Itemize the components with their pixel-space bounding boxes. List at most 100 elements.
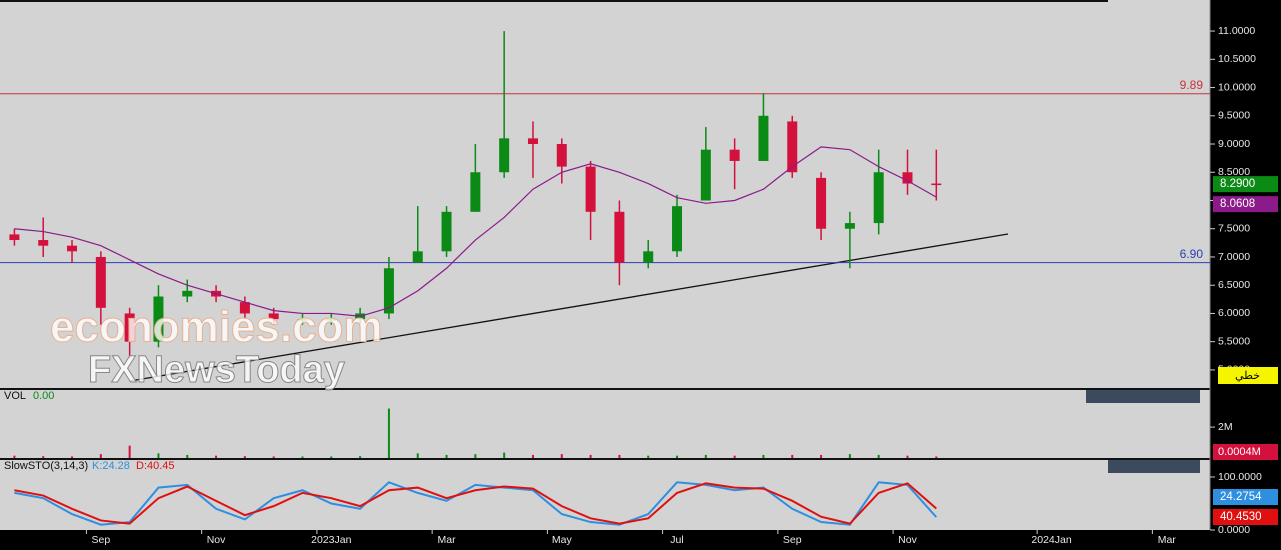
volume-box-label: 0.0004M [1218, 446, 1261, 458]
volume-bar [676, 455, 679, 458]
x-tick-label: Sep [91, 534, 110, 546]
volume-bar [243, 456, 246, 458]
moving-average [14, 146, 937, 317]
volume-bar [99, 454, 102, 458]
y-tick-label: 9.5000 [1218, 110, 1250, 122]
tool-bar [1086, 390, 1200, 403]
candle-body [844, 223, 855, 229]
stochastic-d-label: D:40.45 [136, 460, 175, 472]
close-box [1213, 176, 1278, 193]
tool-bar [1108, 460, 1200, 473]
volume-bar [503, 452, 506, 458]
stochastic-line [14, 482, 937, 525]
candle-body [268, 313, 279, 320]
volume-bar [157, 453, 160, 458]
watermark: economies.com [50, 303, 383, 352]
candle-body [38, 240, 49, 246]
candle-body [182, 290, 193, 297]
stochastic-k-label: K:24.28 [92, 460, 130, 472]
volume-bar [935, 456, 938, 458]
volume-bar [416, 453, 419, 458]
volume-bar [474, 454, 477, 458]
candle-body [873, 172, 884, 224]
candle-body [902, 172, 913, 184]
ma-box-label: 8.0608 [1220, 198, 1255, 210]
stochastic-title: SlowSTO(3,14,3) [4, 460, 88, 472]
volume-bar [330, 456, 333, 458]
candle-body [383, 268, 394, 314]
level-label: 6.90 [1180, 247, 1204, 261]
volume-bar [618, 454, 621, 458]
volume-bar [647, 455, 650, 458]
candle-body [326, 319, 337, 321]
x-tick-label: Mar [1158, 534, 1177, 546]
candle-body [527, 138, 538, 145]
candle-body [816, 177, 827, 229]
volume-bar [359, 456, 362, 458]
style-box [1218, 367, 1278, 384]
candle-body [441, 211, 452, 252]
panel-separator [0, 458, 1210, 460]
stochastic-box [1213, 509, 1278, 525]
candle-body [470, 172, 481, 212]
volume-bar [877, 454, 880, 458]
candle-body [297, 319, 308, 321]
volume-bar [820, 454, 823, 458]
candle-body [239, 302, 250, 314]
candle-body [643, 251, 654, 263]
trend-line [129, 233, 1009, 382]
candle-body [672, 206, 683, 252]
volume-bar [215, 455, 218, 458]
volume-title: VOL [4, 390, 26, 402]
y-tick-label: 0.0000 [1218, 524, 1250, 536]
candle-body [67, 245, 78, 252]
x-tick-label: Nov [898, 534, 917, 546]
top-strip [0, 0, 1108, 2]
volume-bar [733, 455, 736, 458]
x-tick-label: Sep [783, 534, 802, 546]
y-tick-label: 8.5000 [1218, 166, 1250, 178]
volume-bar [848, 454, 851, 458]
panel-separator [0, 388, 1210, 390]
volume-bar [71, 456, 74, 458]
volume-bar [128, 445, 131, 458]
candle-body [499, 138, 510, 173]
candle-body [124, 313, 135, 342]
level-label: 9.89 [1180, 78, 1204, 92]
plot-background [0, 0, 1210, 530]
stochastic-box [1213, 489, 1278, 505]
volume-bar [186, 454, 189, 458]
y-tick-label: 11.0000 [1218, 25, 1255, 37]
volume-bar [560, 454, 563, 458]
y-tick-label: 100.0000 [1218, 471, 1262, 483]
watermark: FXNewsToday [88, 349, 345, 391]
candle-body [412, 251, 423, 263]
style-box-label: خطي [1235, 370, 1260, 382]
y-tick-label: 9.0000 [1218, 138, 1250, 150]
candle-body [556, 144, 567, 167]
volume-bar [791, 454, 794, 458]
volume-box [1213, 444, 1278, 460]
candle-body [758, 115, 769, 161]
x-tick-label: Nov [207, 534, 226, 546]
volume-bar [704, 454, 707, 458]
candle-body [729, 149, 740, 161]
y-tick-label: 7.5000 [1218, 223, 1250, 235]
candle-body [614, 211, 625, 263]
volume-bar [445, 454, 448, 458]
close-box-label: 8.2900 [1220, 178, 1255, 190]
volume-title-value: 0.00 [33, 390, 54, 402]
volume-bar [531, 454, 534, 458]
candle-body [700, 149, 711, 201]
y-tick-label: 6.0000 [1218, 307, 1250, 319]
y-tick-label: 2M [1218, 421, 1233, 433]
y-tick-label: 6.5000 [1218, 279, 1250, 291]
y-tick-label: 7.0000 [1218, 251, 1250, 263]
stochastic-box-label: 40.4530 [1220, 511, 1262, 523]
x-tick-label: Jul [670, 534, 683, 546]
volume-bar [301, 456, 304, 458]
stochastic-box-label: 24.2754 [1220, 491, 1262, 503]
